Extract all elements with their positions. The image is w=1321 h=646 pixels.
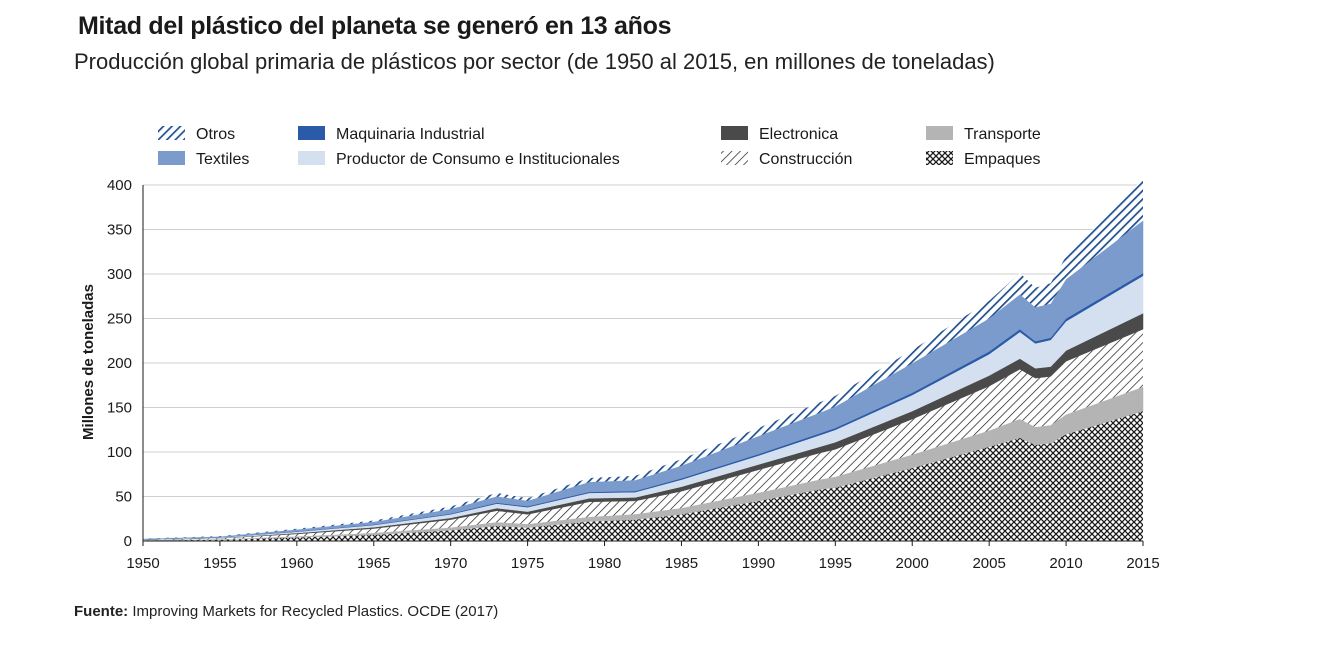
legend-swatch-textiles	[158, 151, 185, 165]
y-axis-label: Millones de toneladas	[80, 284, 97, 440]
legend-swatch-productor-de-consumo-e-institucionales	[298, 151, 325, 165]
area-empaques	[143, 411, 1143, 541]
chart-subtitle: Producción global primaria de plásticos …	[74, 49, 995, 74]
x-tick-label-2010: 2010	[1049, 555, 1082, 572]
x-tick-label-1955: 1955	[203, 555, 236, 572]
y-tick-label-300: 300	[107, 266, 132, 283]
legend-label-construccion: Construcción	[759, 151, 852, 168]
source-label: Fuente:	[74, 603, 129, 620]
legend-swatch-maquinaria-industrial	[298, 126, 325, 140]
x-tick-label-2005: 2005	[972, 555, 1005, 572]
legend-label-textiles: Textiles	[196, 151, 249, 168]
x-tick-label-2015: 2015	[1126, 555, 1159, 572]
axes: 0 50 100 150 200 250 300 350 400 1950 1955 1960 1965…	[107, 177, 1160, 572]
x-tick-label-2000: 2000	[896, 555, 929, 572]
y-tick-label-200: 200	[107, 355, 132, 372]
x-tick-label-1995: 1995	[819, 555, 852, 572]
x-tick-label-1960: 1960	[280, 555, 313, 572]
x-tick-label-1990: 1990	[742, 555, 775, 572]
legend-swatch-otros	[158, 126, 185, 140]
x-tick-label-1975: 1975	[511, 555, 544, 572]
legend-label-maquinaria-industrial: Maquinaria Industrial	[336, 126, 485, 143]
y-tick-label-100: 100	[107, 444, 132, 461]
legend-label-electronica: Electronica	[759, 126, 838, 143]
y-tick-label-250: 250	[107, 311, 132, 328]
legend-label-otros: Otros	[196, 126, 235, 143]
legend-label-empaques: Empaques	[964, 151, 1041, 168]
legend: Otros Maquinaria Industrial Electronica Tra…	[158, 126, 1041, 168]
y-tick-label-350: 350	[107, 222, 132, 239]
source-text: Improving Markets for Recycled Plastics.…	[128, 603, 499, 620]
x-tick-label-1965: 1965	[357, 555, 390, 572]
area-textiles	[142, 220, 1144, 540]
x-tick-label-1980: 1980	[588, 555, 621, 572]
legend-swatch-construccion	[721, 151, 748, 165]
legend-swatch-empaques	[926, 151, 953, 165]
x-tick-label-1970: 1970	[434, 555, 467, 572]
area-series-group	[142, 178, 1144, 541]
y-tick-label-150: 150	[107, 400, 132, 417]
legend-label-transporte: Transporte	[964, 126, 1041, 143]
x-tick-label-1950: 1950	[126, 555, 159, 572]
area-construccion	[143, 329, 1143, 541]
y-tick-label-50: 50	[115, 489, 132, 506]
legend-swatch-transporte	[926, 126, 953, 140]
legend-label-productor-de-consumo-e-institucionales: Productor de Consumo e Institucionales	[336, 151, 620, 168]
x-tick-label-1985: 1985	[665, 555, 698, 572]
source-note: Fuente: Improving Markets for Recycled P…	[74, 603, 498, 620]
y-tick-label-0: 0	[124, 533, 132, 550]
chart-title: Mitad del plástico del planeta se generó…	[78, 12, 672, 40]
y-tick-label-400: 400	[107, 177, 132, 194]
legend-swatch-electronica	[721, 126, 748, 140]
